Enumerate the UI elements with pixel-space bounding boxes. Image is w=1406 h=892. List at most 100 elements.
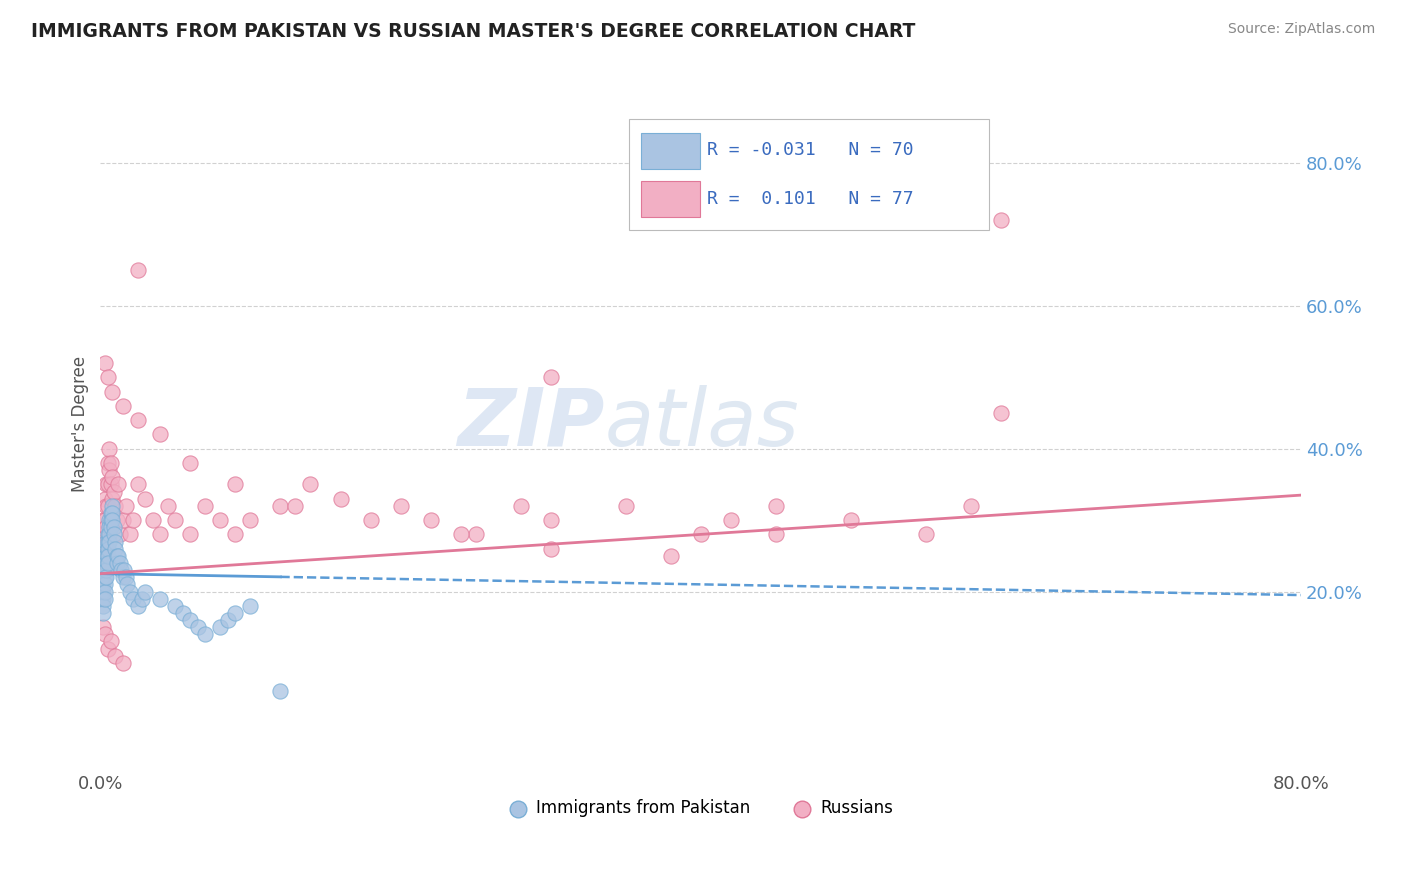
Point: [111, 513, 134, 527]
Point: [94, 577, 117, 591]
Point: [100, 513, 122, 527]
Point: [464, 527, 486, 541]
Point: [224, 606, 246, 620]
Point: [90, 527, 112, 541]
Point: [105, 549, 128, 563]
Point: [97, 641, 120, 656]
Point: [659, 549, 682, 563]
Point: [108, 527, 131, 541]
Point: [127, 413, 149, 427]
Point: [100, 634, 122, 648]
Point: [94, 584, 117, 599]
Point: [98, 442, 121, 456]
Point: [194, 627, 217, 641]
Point: [93, 591, 115, 606]
Point: [93, 584, 115, 599]
Point: [127, 263, 149, 277]
Point: [765, 527, 787, 541]
Point: [450, 527, 472, 541]
Point: [94, 570, 117, 584]
Point: [360, 513, 382, 527]
Point: [98, 527, 121, 541]
Point: [100, 520, 122, 534]
Point: [94, 563, 117, 577]
Point: [149, 427, 172, 442]
Point: [98, 520, 121, 534]
Point: [156, 499, 179, 513]
Point: [103, 527, 125, 541]
Point: [93, 563, 115, 577]
Point: [94, 549, 117, 563]
Text: atlas: atlas: [605, 384, 800, 463]
Point: [269, 684, 291, 698]
Point: [94, 527, 117, 541]
Point: [93, 599, 115, 613]
Point: [100, 477, 122, 491]
Text: Source: ZipAtlas.com: Source: ZipAtlas.com: [1227, 22, 1375, 37]
Point: [127, 599, 149, 613]
Point: [93, 556, 115, 570]
Point: [299, 477, 322, 491]
Point: [90, 549, 112, 563]
Point: [96, 477, 118, 491]
Point: [107, 549, 129, 563]
Point: [96, 520, 118, 534]
Point: [765, 499, 787, 513]
Point: [419, 513, 441, 527]
Point: [990, 213, 1012, 227]
Point: [224, 477, 246, 491]
Point: [122, 591, 145, 606]
Point: [187, 620, 209, 634]
Point: [93, 556, 115, 570]
Point: [179, 527, 201, 541]
Point: [960, 499, 983, 513]
Point: [120, 527, 142, 541]
Point: [689, 527, 711, 541]
Point: [94, 549, 117, 563]
Point: [97, 499, 120, 513]
Point: [93, 570, 115, 584]
Point: [915, 527, 938, 541]
Point: [149, 527, 172, 541]
Point: [101, 506, 124, 520]
Point: [94, 556, 117, 570]
Point: [179, 613, 201, 627]
Point: [104, 541, 127, 556]
Point: [179, 456, 201, 470]
Point: [115, 570, 138, 584]
Point: [105, 556, 128, 570]
Point: [96, 541, 118, 556]
Point: [540, 513, 562, 527]
Point: [614, 499, 637, 513]
Point: [111, 656, 134, 670]
Point: [94, 491, 117, 506]
Point: [90, 570, 112, 584]
Point: [103, 520, 125, 534]
Point: [97, 477, 120, 491]
Point: [165, 599, 187, 613]
Point: [284, 499, 307, 513]
Point: [98, 534, 121, 549]
Point: [96, 499, 118, 513]
Point: [112, 563, 135, 577]
Point: [97, 456, 120, 470]
Point: [97, 556, 120, 570]
Text: IMMIGRANTS FROM PAKISTAN VS RUSSIAN MASTER'S DEGREE CORRELATION CHART: IMMIGRANTS FROM PAKISTAN VS RUSSIAN MAST…: [31, 22, 915, 41]
Point: [98, 513, 121, 527]
Point: [389, 499, 412, 513]
Point: [94, 513, 117, 527]
Point: [107, 477, 129, 491]
Point: [269, 499, 291, 513]
Point: [100, 456, 122, 470]
Y-axis label: Master's Degree: Master's Degree: [72, 356, 89, 491]
Point: [329, 491, 352, 506]
Point: [239, 599, 262, 613]
Point: [142, 513, 165, 527]
Point: [111, 570, 134, 584]
Point: [239, 513, 262, 527]
Point: [101, 513, 124, 527]
Point: [165, 513, 187, 527]
Point: [104, 499, 127, 513]
Point: [97, 527, 120, 541]
Point: [90, 563, 112, 577]
